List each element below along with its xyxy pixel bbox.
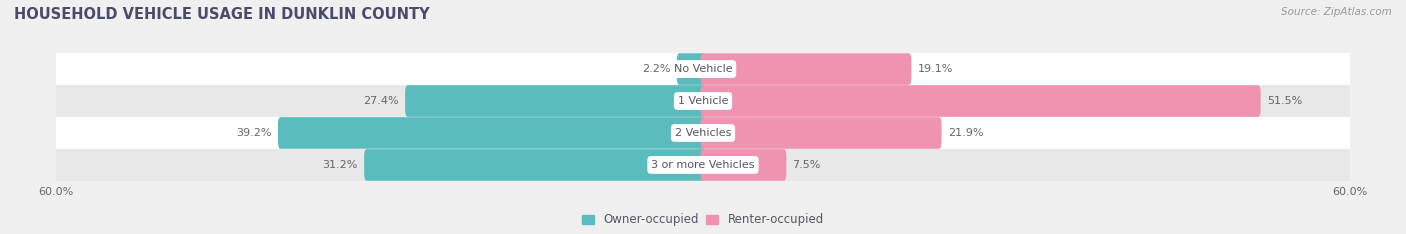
- Text: 27.4%: 27.4%: [363, 96, 399, 106]
- Text: 31.2%: 31.2%: [323, 160, 359, 170]
- Text: HOUSEHOLD VEHICLE USAGE IN DUNKLIN COUNTY: HOUSEHOLD VEHICLE USAGE IN DUNKLIN COUNT…: [14, 7, 430, 22]
- Text: 19.1%: 19.1%: [918, 64, 953, 74]
- Text: No Vehicle: No Vehicle: [673, 64, 733, 74]
- FancyBboxPatch shape: [278, 117, 706, 149]
- FancyBboxPatch shape: [700, 53, 911, 85]
- Bar: [56, 85, 1350, 117]
- Text: 3 or more Vehicles: 3 or more Vehicles: [651, 160, 755, 170]
- FancyBboxPatch shape: [700, 117, 942, 149]
- FancyBboxPatch shape: [700, 85, 1261, 117]
- Text: 21.9%: 21.9%: [948, 128, 983, 138]
- FancyBboxPatch shape: [405, 85, 706, 117]
- Text: 1 Vehicle: 1 Vehicle: [678, 96, 728, 106]
- Text: 2 Vehicles: 2 Vehicles: [675, 128, 731, 138]
- Text: Source: ZipAtlas.com: Source: ZipAtlas.com: [1281, 7, 1392, 17]
- Text: 39.2%: 39.2%: [236, 128, 271, 138]
- FancyBboxPatch shape: [676, 53, 706, 85]
- Text: 51.5%: 51.5%: [1267, 96, 1302, 106]
- FancyBboxPatch shape: [364, 149, 706, 181]
- Bar: [56, 53, 1350, 85]
- Bar: [56, 117, 1350, 149]
- FancyBboxPatch shape: [700, 149, 786, 181]
- Text: 2.2%: 2.2%: [643, 64, 671, 74]
- Text: 7.5%: 7.5%: [793, 160, 821, 170]
- Bar: [56, 149, 1350, 181]
- Legend: Owner-occupied, Renter-occupied: Owner-occupied, Renter-occupied: [582, 213, 824, 227]
